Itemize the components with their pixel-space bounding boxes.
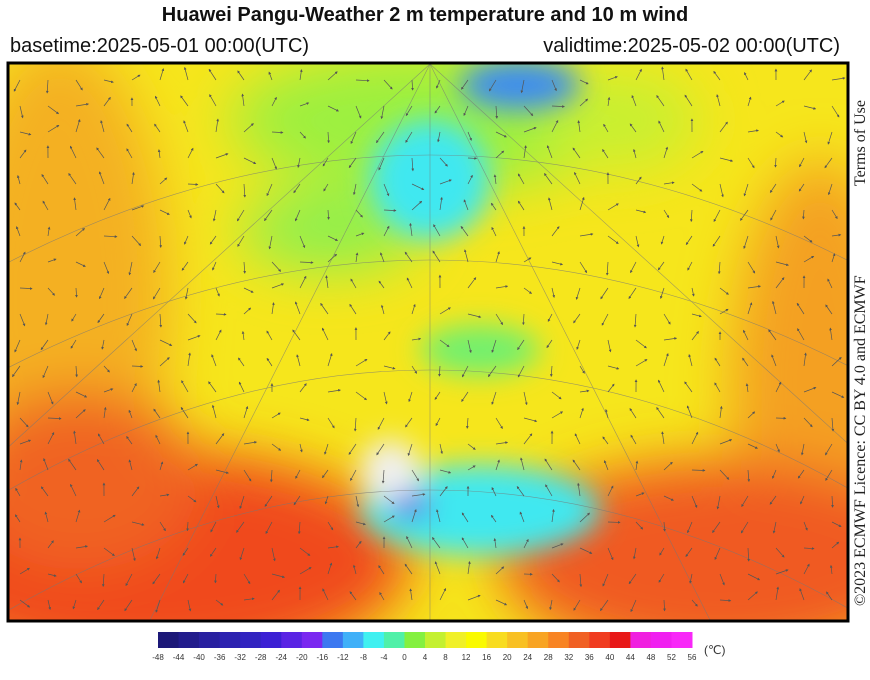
colorbar-segment bbox=[425, 632, 447, 648]
colorbar-tick-label: -40 bbox=[193, 653, 205, 662]
colorbar-tick-label: -48 bbox=[152, 653, 164, 662]
colorbar-tick-label: 44 bbox=[626, 653, 635, 662]
colorbar-tick-label: 16 bbox=[482, 653, 491, 662]
colorbar-tick-label: 12 bbox=[462, 653, 471, 662]
colorbar-segment bbox=[527, 632, 549, 648]
colorbar-segment bbox=[342, 632, 364, 648]
colorbar-segment bbox=[240, 632, 262, 648]
colorbar-unit: (℃) bbox=[704, 643, 725, 657]
colorbar-tick-label: -4 bbox=[380, 653, 388, 662]
colorbar-segment bbox=[548, 632, 570, 648]
colorbar-segment bbox=[219, 632, 241, 648]
colorbar-tick-label: 36 bbox=[585, 653, 594, 662]
colorbar-segment bbox=[158, 632, 180, 648]
colorbar-tick-label: 28 bbox=[544, 653, 553, 662]
colorbar-tick-label: 0 bbox=[402, 653, 407, 662]
colorbar-tick-label: 20 bbox=[503, 653, 512, 662]
colorbar-segment bbox=[178, 632, 200, 648]
colorbar-tick-label: -28 bbox=[255, 653, 267, 662]
colorbar-segment bbox=[445, 632, 467, 648]
colorbar-tick-label: -24 bbox=[275, 653, 287, 662]
colorbar-tick-label: 24 bbox=[523, 653, 532, 662]
terms-link[interactable]: Terms of Use bbox=[852, 100, 869, 186]
colorbar: -48 -44 -40 -36 -32 -28 -24 -20 -16 -12 -8 -4 0 4 8 12 1… bbox=[152, 632, 697, 662]
colorbar-segment bbox=[363, 632, 385, 648]
colorbar-tick-label: -16 bbox=[317, 653, 329, 662]
colorbar-tick-label: 40 bbox=[605, 653, 614, 662]
colorbar-segment bbox=[322, 632, 344, 648]
colorbar-segment bbox=[466, 632, 488, 648]
colorbar-segment bbox=[199, 632, 221, 648]
colorbar-tick-label: 32 bbox=[564, 653, 573, 662]
colorbar-segment bbox=[486, 632, 508, 648]
colorbar-tick-label: 56 bbox=[688, 653, 697, 662]
colorbar-tick-label: -44 bbox=[173, 653, 185, 662]
colorbar-tick-label: 8 bbox=[443, 653, 448, 662]
colorbar-segment bbox=[568, 632, 590, 648]
colorbar-segment bbox=[404, 632, 426, 648]
validtime: validtime:2025-05-02 00:00(UTC) bbox=[543, 35, 840, 57]
colorbar-tick-label: -32 bbox=[234, 653, 246, 662]
map-title: Huawei Pangu-Weather 2 m temperature and… bbox=[161, 4, 689, 26]
colorbar-tick-label: -8 bbox=[360, 653, 368, 662]
colorbar-segment bbox=[671, 632, 693, 648]
colorbar-segment bbox=[589, 632, 611, 648]
colorbar-segment bbox=[281, 632, 303, 648]
temperature-field bbox=[9, 64, 847, 620]
colorbar-tick-label: -36 bbox=[214, 653, 226, 662]
colorbar-segment bbox=[507, 632, 529, 648]
colorbar-segment bbox=[630, 632, 652, 648]
colorbar-tick-label: -20 bbox=[296, 653, 308, 662]
colorbar-tick-label: -12 bbox=[337, 653, 349, 662]
colorbar-segment bbox=[301, 632, 323, 648]
map-frame bbox=[6, 61, 850, 623]
colorbar-segment bbox=[609, 632, 631, 648]
basetime: basetime:2025-05-01 00:00(UTC) bbox=[10, 35, 310, 57]
colorbar-tick-label: 48 bbox=[646, 653, 655, 662]
colorbar-segment bbox=[650, 632, 672, 648]
colorbar-segment bbox=[383, 632, 405, 648]
colorbar-tick-label: 52 bbox=[667, 653, 676, 662]
licence-text: ©2023 ECMWF Licence: CC BY 4.0 and ECMWF bbox=[852, 275, 869, 606]
colorbar-tick-label: 4 bbox=[423, 653, 428, 662]
colorbar-segment bbox=[260, 632, 282, 648]
